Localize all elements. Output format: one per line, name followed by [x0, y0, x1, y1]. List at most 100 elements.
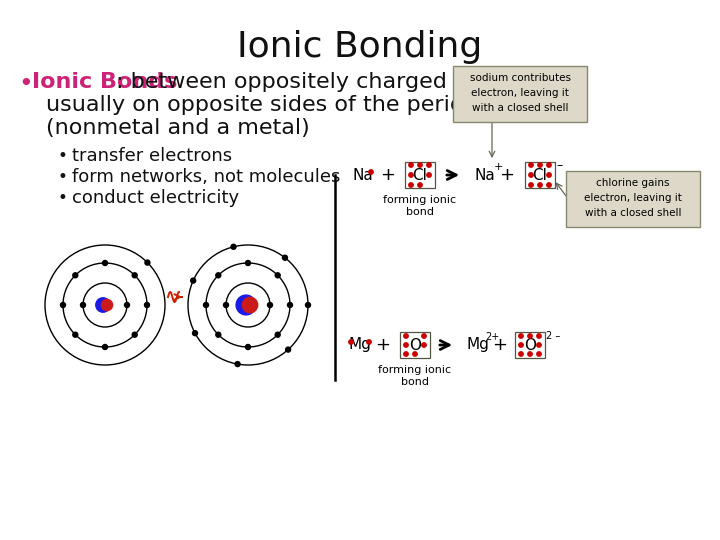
Text: 2 –: 2 – — [546, 331, 560, 341]
Circle shape — [132, 273, 138, 278]
Text: O: O — [524, 338, 536, 353]
Text: bond: bond — [401, 377, 429, 387]
Circle shape — [404, 343, 408, 347]
Text: Na: Na — [353, 167, 374, 183]
Circle shape — [369, 170, 373, 174]
Text: •: • — [18, 72, 32, 96]
Circle shape — [81, 302, 86, 307]
Text: usually on opposite sides of the periodic table: usually on opposite sides of the periodi… — [46, 95, 559, 115]
Text: 2+: 2+ — [485, 332, 499, 342]
Circle shape — [275, 273, 280, 278]
Text: Cl: Cl — [413, 167, 428, 183]
Circle shape — [275, 332, 280, 337]
Circle shape — [538, 183, 542, 187]
Circle shape — [427, 163, 431, 167]
Circle shape — [96, 298, 110, 312]
Circle shape — [409, 183, 413, 187]
Text: •: • — [58, 168, 68, 186]
Circle shape — [73, 273, 78, 278]
Circle shape — [546, 163, 552, 167]
Text: electron, leaving it: electron, leaving it — [471, 88, 569, 98]
Text: Mg: Mg — [348, 338, 372, 353]
Circle shape — [404, 334, 408, 338]
Text: chlorine gains: chlorine gains — [596, 178, 670, 188]
Circle shape — [546, 183, 552, 187]
Circle shape — [192, 330, 197, 336]
Text: with a closed shell: with a closed shell — [585, 208, 681, 218]
Circle shape — [409, 163, 413, 167]
Text: +: + — [376, 336, 390, 354]
Circle shape — [422, 343, 426, 347]
Text: Na: Na — [475, 167, 496, 183]
Circle shape — [223, 302, 228, 307]
Text: Ionic Bonding: Ionic Bonding — [238, 30, 482, 64]
Circle shape — [236, 295, 256, 315]
Circle shape — [102, 260, 107, 266]
Circle shape — [60, 302, 66, 307]
Circle shape — [519, 343, 523, 347]
Circle shape — [409, 173, 413, 177]
Circle shape — [235, 362, 240, 367]
Text: sodium contributes: sodium contributes — [469, 73, 570, 83]
Text: Mg: Mg — [466, 338, 489, 353]
Text: +: + — [494, 162, 503, 172]
Circle shape — [537, 343, 541, 347]
FancyBboxPatch shape — [453, 66, 587, 122]
Text: O: O — [409, 338, 421, 353]
Circle shape — [246, 260, 251, 266]
Circle shape — [145, 302, 150, 307]
Circle shape — [528, 334, 532, 338]
Circle shape — [404, 352, 408, 356]
Circle shape — [366, 340, 372, 344]
Circle shape — [145, 260, 150, 265]
Text: •: • — [58, 147, 68, 165]
Text: +: + — [380, 166, 395, 184]
Circle shape — [102, 345, 107, 349]
Text: bond: bond — [406, 207, 434, 217]
Circle shape — [348, 340, 354, 344]
Circle shape — [537, 334, 541, 338]
Text: –: – — [556, 159, 562, 172]
Circle shape — [282, 255, 287, 260]
Text: electron, leaving it: electron, leaving it — [584, 193, 682, 203]
Circle shape — [246, 345, 251, 349]
Circle shape — [528, 183, 534, 187]
Text: conduct electricity: conduct electricity — [72, 189, 239, 207]
Circle shape — [268, 302, 272, 307]
Circle shape — [538, 163, 542, 167]
Text: forming ionic: forming ionic — [384, 195, 456, 205]
Circle shape — [546, 173, 552, 177]
Text: +: + — [492, 336, 508, 354]
Circle shape — [231, 244, 236, 249]
Text: : between oppositely charged atoms;: : between oppositely charged atoms; — [116, 72, 531, 92]
Circle shape — [418, 163, 422, 167]
Text: form networks, not molecules: form networks, not molecules — [72, 168, 341, 186]
Circle shape — [243, 298, 258, 313]
Circle shape — [204, 302, 209, 307]
Circle shape — [286, 347, 291, 352]
Circle shape — [305, 302, 310, 307]
Text: +: + — [500, 166, 515, 184]
Circle shape — [73, 332, 78, 337]
Text: forming ionic: forming ionic — [379, 365, 451, 375]
Text: (nonmetal and a metal): (nonmetal and a metal) — [46, 118, 310, 138]
Text: •: • — [58, 189, 68, 207]
Circle shape — [422, 334, 426, 338]
Circle shape — [528, 173, 534, 177]
Circle shape — [418, 183, 422, 187]
Circle shape — [528, 163, 534, 167]
FancyBboxPatch shape — [566, 171, 700, 227]
Circle shape — [528, 352, 532, 356]
Text: Ionic Bonds: Ionic Bonds — [32, 72, 177, 92]
Circle shape — [287, 302, 292, 307]
Circle shape — [413, 352, 417, 356]
Text: with a closed shell: with a closed shell — [472, 103, 568, 113]
Text: Cl: Cl — [533, 167, 547, 183]
Circle shape — [519, 334, 523, 338]
Circle shape — [427, 173, 431, 177]
Circle shape — [216, 273, 221, 278]
Circle shape — [537, 352, 541, 356]
Circle shape — [132, 332, 138, 337]
Text: transfer electrons: transfer electrons — [72, 147, 232, 165]
Circle shape — [125, 302, 130, 307]
